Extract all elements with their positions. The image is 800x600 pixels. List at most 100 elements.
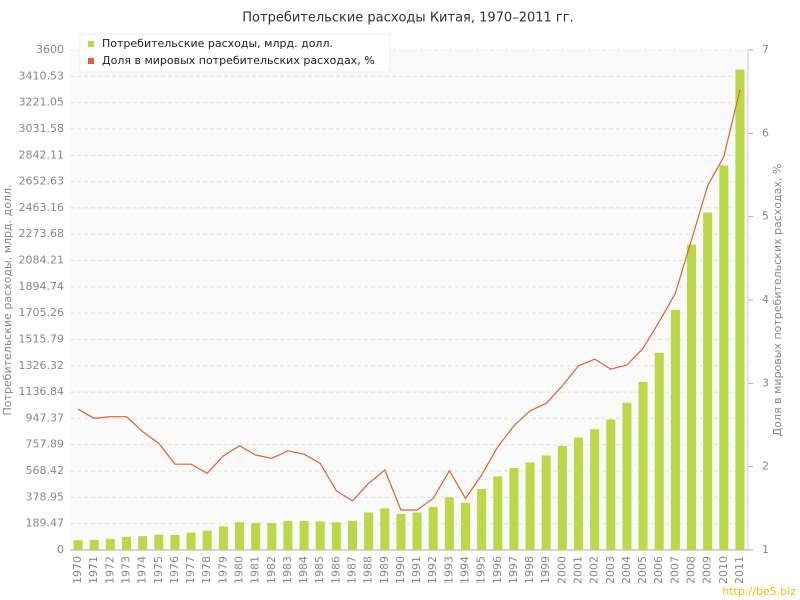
bar [525,462,535,550]
y-tick-label: 947.37 [26,411,65,424]
x-tick-label: 1987 [346,556,359,584]
bar [347,520,358,550]
y-tick-label: 1515.79 [19,332,65,345]
x-tick-label: 1973 [120,556,133,584]
bar [735,69,745,550]
y-tick-label: 1326.32 [19,359,65,372]
legend: Потребительские расходы, млрд. долл. Доля… [79,33,391,73]
y-tick-label: 189.47 [26,517,65,530]
bar [719,165,729,550]
x-tick-label: 1986 [329,556,342,584]
y2-tick-label: 4 [762,293,769,306]
x-tick-label: 1995 [475,556,488,584]
bar [138,536,148,550]
bar [412,512,422,550]
x-tick-label: 1988 [362,556,375,584]
bar [364,512,374,550]
bar [251,522,261,550]
bar [557,445,567,550]
bar [428,506,438,550]
x-tick-label: 1991 [410,556,423,584]
x-tick-label: 2011 [733,556,746,584]
bar [493,476,503,550]
bar [267,522,277,550]
y-tick-label: 3221.05 [19,96,65,109]
y-tick-label: 1705.26 [19,306,65,319]
bar [283,520,293,550]
line [77,89,741,511]
y2-tick-label: 1 [762,543,769,556]
bar [703,212,713,550]
bar [202,530,212,550]
x-tick-label: 1977 [184,556,197,584]
bar [460,502,471,550]
y-tick-label: 2463.16 [19,201,65,214]
bar [105,538,115,550]
x-tick-label: 1997 [507,556,520,584]
bar [121,536,132,550]
bar [670,309,680,550]
x-tick-label: 1971 [87,556,100,584]
bar [396,513,406,550]
x-tick-label: 2009 [701,556,714,584]
bar [541,455,551,550]
bar [218,526,228,550]
bar [509,468,519,550]
y-tick-label: 757.89 [26,438,65,451]
y-tick-label: 2652.63 [19,175,65,188]
legend-box [79,33,391,73]
x-tick-label: 1976 [168,556,181,584]
x-tick-label: 1998 [523,556,536,584]
bar [477,488,487,550]
x-tick-label: 1994 [459,556,472,584]
x-tick-label: 1980 [233,556,246,584]
x-tick-label: 1993 [442,556,455,584]
y-tick-label: 1894.74 [19,280,65,293]
x-tick-label: 1978 [200,556,213,584]
bar [606,419,616,550]
y-tick-label: 3600 [36,43,64,56]
bar [444,497,454,550]
x-tick-label: 1974 [136,556,149,584]
bar [622,402,632,550]
y2-tick-label: 6 [762,126,769,139]
x-tick-label: 2005 [636,556,649,584]
bar [170,535,180,550]
x-tick-label: 2003 [604,556,617,584]
x-tick-label: 1999 [539,556,552,584]
y-tick-label: 0 [57,543,64,556]
x-tick-label: 2000 [555,556,568,584]
plot-area [70,50,748,550]
y2-tick-label: 3 [762,376,769,389]
x-tick-label: 2002 [588,556,601,584]
x-tick-label: 1984 [297,556,310,584]
x-tick-label: 1972 [103,556,116,584]
x-tick-label: 1990 [394,556,407,584]
bar [638,381,648,550]
y-tick-label: 3031.58 [19,122,65,135]
bar [299,520,309,550]
bar [590,429,600,550]
y-tick-label: 2842.11 [19,148,65,161]
y2-axis-title: Доля в мировых потребительских расходах,… [771,164,784,437]
x-tick-label: 2007 [668,556,681,584]
x-tick-label: 1970 [71,556,84,584]
y2-tick-label: 5 [762,210,769,223]
bar [380,508,390,550]
x-tick-label: 2001 [572,556,585,584]
x-tick-label: 1982 [265,556,278,584]
bar [73,540,83,550]
bar [186,532,196,550]
legend-swatch [88,41,94,47]
bar [315,521,325,550]
x-tick-label: 1983 [281,556,294,584]
y-tick-label: 3410.53 [19,69,65,82]
y-tick-label: 378.95 [26,490,65,503]
x-tick-label: 1975 [152,556,165,584]
x-tick-label: 2008 [685,556,698,584]
x-tick-label: 2004 [620,556,633,584]
x-tick-label: 2010 [717,556,730,584]
x-tick-label: 1981 [249,556,262,584]
